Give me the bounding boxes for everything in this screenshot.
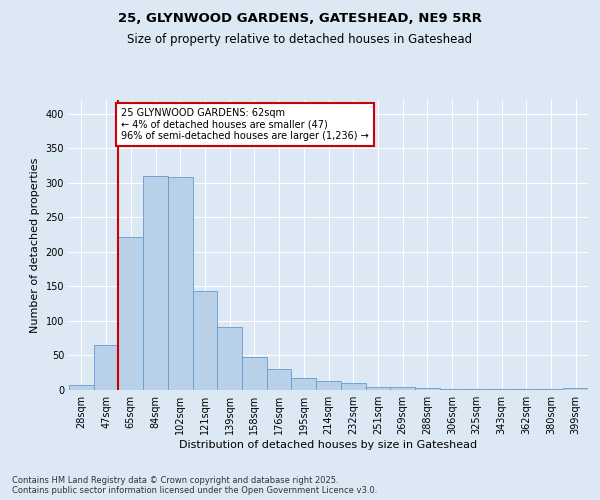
Bar [316,381,341,390]
Text: Contains HM Land Registry data © Crown copyright and database right 2025.
Contai: Contains HM Land Registry data © Crown c… [12,476,377,495]
Text: 25, GLYNWOOD GARDENS, GATESHEAD, NE9 5RR: 25, GLYNWOOD GARDENS, GATESHEAD, NE9 5RR [118,12,482,26]
Bar [143,176,168,390]
Bar [267,370,292,390]
Bar [365,386,390,390]
Bar [168,178,193,390]
Bar [292,378,316,390]
Text: Size of property relative to detached houses in Gateshead: Size of property relative to detached ho… [127,32,473,46]
Bar [464,388,489,390]
Bar [217,327,242,390]
Bar [539,388,563,390]
Bar [440,388,464,390]
Bar [563,388,588,390]
Bar [193,292,217,390]
Bar [69,385,94,390]
Bar [94,345,118,390]
Bar [514,388,539,390]
Text: 25 GLYNWOOD GARDENS: 62sqm
← 4% of detached houses are smaller (47)
96% of semi-: 25 GLYNWOOD GARDENS: 62sqm ← 4% of detac… [121,108,368,142]
Bar [415,388,440,390]
Bar [390,387,415,390]
Y-axis label: Number of detached properties: Number of detached properties [30,158,40,332]
Bar [341,383,365,390]
Bar [489,388,514,390]
X-axis label: Distribution of detached houses by size in Gateshead: Distribution of detached houses by size … [179,440,478,450]
Bar [118,236,143,390]
Bar [242,357,267,390]
